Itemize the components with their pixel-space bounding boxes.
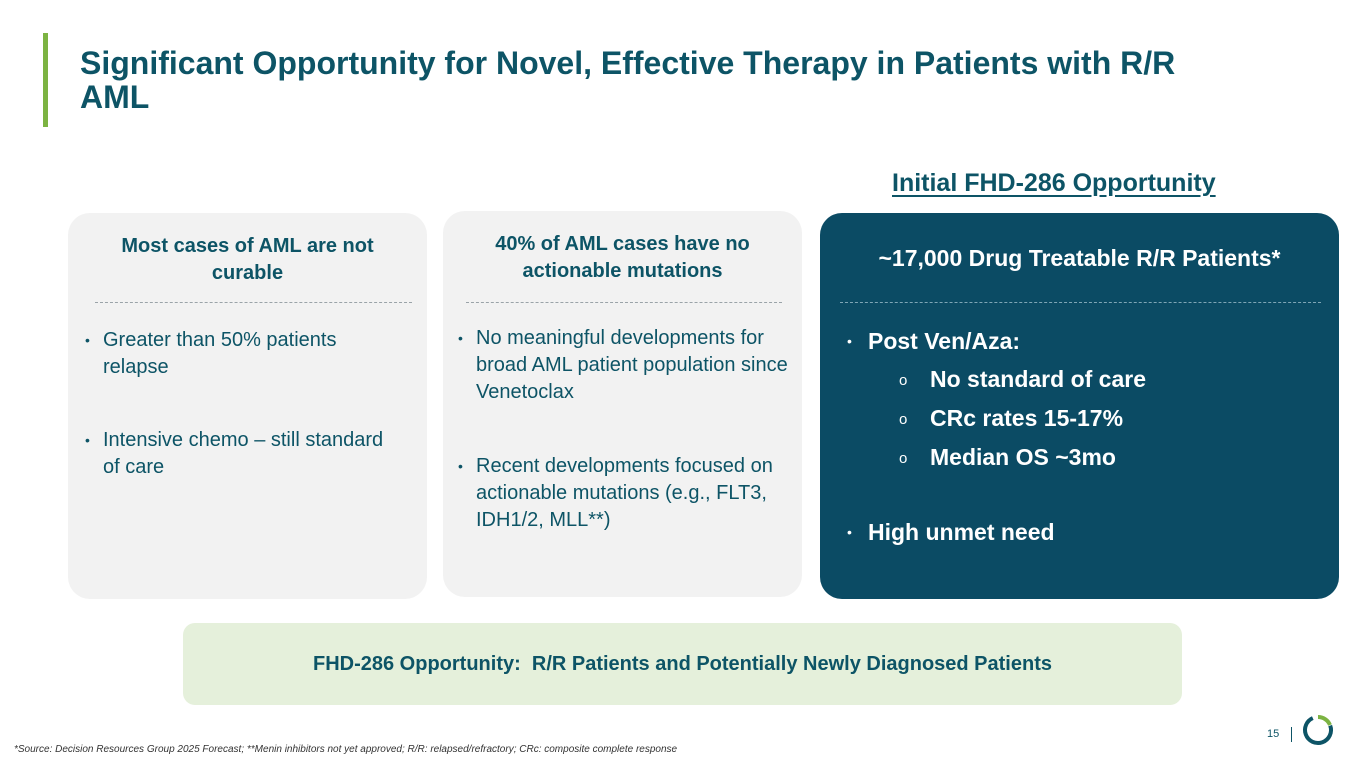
card-heading: 40% of AML cases have no actionable muta… [495, 233, 750, 282]
sub-bullet-list: o No standard of care o CRc rates 15-17%… [868, 364, 1317, 472]
sub-list-item: o No standard of care [899, 364, 1317, 394]
card-heading: ~17,000 Drug Treatable R/R Patients* [878, 245, 1281, 271]
bullet-list: • Greater than 50% patients relapse • In… [85, 327, 385, 527]
banner-text: FHD-286 Opportunity: R/R Patients and Po… [312, 652, 1052, 675]
dashed-divider [95, 302, 412, 303]
list-item: • High unmet need [847, 517, 1317, 547]
list-item: • No meaningful developments for broad A… [458, 325, 788, 406]
bullet-text: Recent developments focused on actionabl… [476, 455, 773, 531]
bullet-list: • Post Ven/Aza: o No standard of care o … [847, 326, 1317, 547]
sub-list-item: o CRc rates 15-17% [899, 403, 1317, 433]
sub-bullet-text: No standard of care [930, 366, 1146, 392]
bullet-icon: • [85, 432, 90, 448]
bullet-text: High unmet need [868, 519, 1055, 545]
circle-bullet-icon: o [899, 372, 908, 389]
bullet-icon: • [847, 333, 852, 349]
bullet-icon: • [458, 458, 463, 474]
bullet-icon: • [85, 332, 90, 348]
bullet-icon: • [458, 330, 463, 346]
ring-logo-icon [1303, 715, 1333, 745]
list-item: • Greater than 50% patients relapse [85, 327, 385, 381]
card-heading: Most cases of AML are not curable [121, 235, 374, 284]
dashed-divider [466, 302, 782, 303]
bullet-text: Post Ven/Aza: [868, 328, 1021, 354]
circle-bullet-icon: o [899, 411, 908, 428]
list-item: • Post Ven/Aza: o No standard of care o … [847, 326, 1317, 472]
bullet-icon: • [847, 524, 852, 540]
list-item: • Intensive chemo – still standard of ca… [85, 427, 385, 481]
bullet-text: Intensive chemo – still standard of care [103, 429, 384, 478]
bullet-text: No meaningful developments for broad AML… [476, 327, 788, 403]
list-item: • Recent developments focused on actiona… [458, 453, 788, 534]
card-drug-treatable-patients: ~17,000 Drug Treatable R/R Patients* • P… [820, 213, 1339, 599]
circle-bullet-icon: o [899, 450, 908, 467]
dashed-divider [840, 302, 1321, 303]
sub-bullet-text: CRc rates 15-17% [930, 405, 1124, 431]
source-footnote: *Source: Decision Resources Group 2025 F… [14, 744, 678, 755]
page-number: 15 [1267, 728, 1280, 740]
bullet-list: • No meaningful developments for broad A… [458, 325, 788, 581]
bullet-text: Greater than 50% patients relapse [103, 329, 337, 378]
opportunity-banner: FHD-286 Opportunity: R/R Patients and Po… [183, 623, 1182, 705]
sub-bullet-text: Median OS ~3mo [930, 444, 1116, 470]
opportunity-heading: Initial FHD-286 Opportunity [892, 169, 1216, 197]
card-no-actionable-mutations: 40% of AML cases have no actionable muta… [443, 211, 802, 597]
card-not-curable: Most cases of AML are not curable • Grea… [68, 213, 427, 599]
title-accent-bar [43, 33, 48, 127]
page-title: Significant Opportunity for Novel, Effec… [80, 45, 1176, 115]
sub-list-item: o Median OS ~3mo [899, 442, 1317, 472]
page-number-divider [1291, 727, 1292, 742]
